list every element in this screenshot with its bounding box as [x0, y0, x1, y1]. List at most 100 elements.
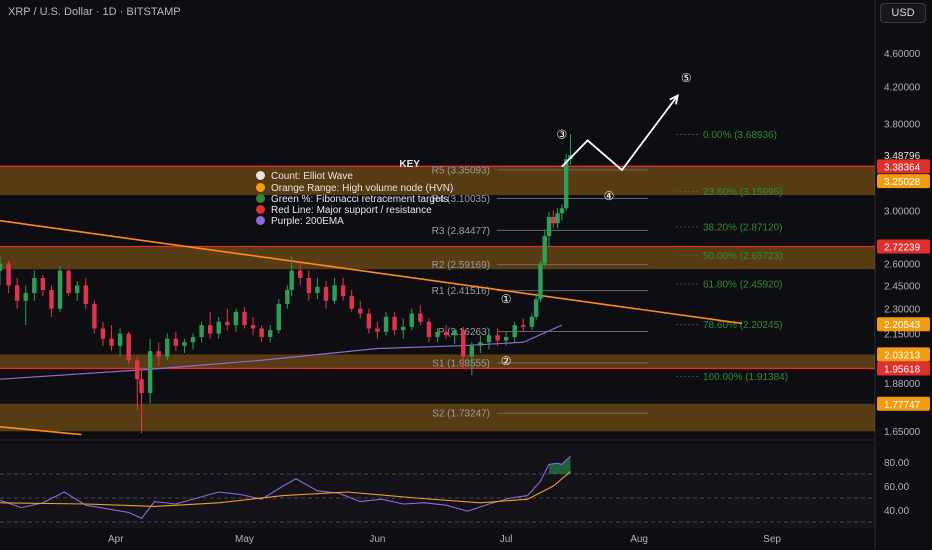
- candle: [268, 330, 273, 338]
- rsi-panel: [0, 444, 875, 528]
- candle: [250, 325, 256, 329]
- rsi-overbought-fill: [549, 456, 571, 474]
- price-badge-label: 2.03213: [884, 350, 921, 361]
- candle: [349, 296, 354, 309]
- legend-item: Red Line: Major support / resistance: [256, 205, 453, 216]
- candle: [559, 208, 565, 214]
- candle: [426, 321, 432, 338]
- hvn-zone: [0, 403, 875, 432]
- hvn-zone: [0, 166, 875, 196]
- pivot-label: S2 (1.73247): [432, 409, 490, 420]
- candle: [418, 313, 423, 322]
- time-axis-label: Jul: [500, 534, 513, 545]
- time-axis-label: May: [235, 534, 254, 545]
- legend-dot-icon: [256, 171, 265, 181]
- candle: [358, 308, 363, 314]
- candle: [0, 263, 3, 271]
- candle: [332, 285, 337, 301]
- legend-label: Orange Range: High volume node (HVN): [271, 182, 454, 194]
- time-axis-label: Sep: [763, 534, 781, 545]
- candle: [383, 316, 389, 332]
- candle: [182, 342, 187, 346]
- rsi-tick-label: 40.00: [884, 506, 909, 517]
- descending-trendline: [0, 425, 82, 436]
- price-tick-label: 4.60000: [884, 49, 921, 60]
- candle: [392, 316, 397, 331]
- pivot-label: R1 (2.41516): [432, 286, 490, 297]
- currency-button[interactable]: USD: [880, 3, 926, 23]
- time-axis-label: Apr: [108, 534, 124, 545]
- fib-label: 0.00% (3.68936): [703, 130, 777, 141]
- price-tick-label: 3.80000: [884, 120, 921, 131]
- candle: [340, 285, 346, 297]
- rsi-tick-label: 60.00: [884, 482, 909, 493]
- pivot-label: R5 (3.35093): [432, 165, 490, 176]
- candle: [207, 325, 213, 334]
- hvn-zone: [0, 246, 875, 270]
- symbol-title: XRP / U.S. Dollar · 1D · BITSTAMP: [8, 6, 181, 18]
- candle: [289, 270, 294, 290]
- wave-label: ②: [501, 354, 512, 368]
- chart-legend: KEY Count: Elliot Wave Orange Range: Hig…: [256, 159, 454, 228]
- price-tick-label: 3.00000: [884, 207, 921, 218]
- candle: [199, 325, 204, 338]
- price-badge-label: 2.72239: [884, 243, 921, 254]
- candle: [147, 351, 153, 394]
- fib-label: 38.20% (2.87120): [703, 222, 783, 233]
- wave-label: ④: [604, 189, 615, 203]
- candle: [546, 216, 552, 237]
- price-badge-label: 3.25028: [884, 177, 921, 188]
- candle: [156, 351, 161, 357]
- candle: [538, 263, 543, 300]
- candle: [503, 337, 509, 341]
- time-axis-label: Jun: [369, 534, 385, 545]
- ema200-line: [0, 324, 563, 380]
- candle: [452, 330, 457, 336]
- price-tick-label: 2.30000: [884, 305, 921, 316]
- candle: [83, 285, 88, 304]
- legend-dot-icon: [256, 216, 265, 226]
- price-badge: [877, 159, 930, 174]
- projection-path: [561, 94, 679, 172]
- fib-label: 50.00% (2.65723): [703, 251, 783, 262]
- legend-item: Green %: Fibonacci retracement targets: [256, 193, 453, 205]
- candle: [486, 335, 492, 343]
- candle: [542, 236, 547, 264]
- candle: [298, 270, 303, 278]
- candle: [323, 286, 329, 301]
- candle: [165, 338, 170, 357]
- price-badge: [877, 396, 930, 411]
- candle: [126, 333, 131, 361]
- candle: [555, 213, 560, 224]
- fib-label: 78.60% (2.20245): [703, 320, 783, 331]
- fib-label: 61.80% (2.45920): [703, 280, 783, 291]
- rsi-ma-line: [0, 471, 571, 507]
- price-badge: [877, 347, 930, 362]
- candle: [92, 303, 97, 329]
- candle: [57, 270, 63, 309]
- legend-item: Purple: 200EMA: [256, 216, 453, 227]
- candle: [135, 360, 140, 380]
- legend-dot-icon: [256, 182, 265, 192]
- candle: [563, 159, 569, 209]
- candle: [49, 289, 54, 309]
- fib-label: 23.60% (3.15995): [703, 187, 783, 198]
- candle: [315, 286, 320, 294]
- candle: [306, 277, 312, 294]
- price-badge-label: 1.95618: [884, 364, 921, 375]
- legend-item: Count: Elliot Wave: [256, 171, 453, 182]
- price-badge: [877, 317, 930, 332]
- price-badge: [877, 239, 930, 254]
- legend-dot-icon: [256, 205, 265, 215]
- candle: [521, 325, 526, 327]
- candle: [512, 325, 517, 338]
- price-badge-label: 3.38364: [884, 162, 921, 173]
- pivot-label: S1 (1.98555): [432, 358, 490, 369]
- candle: [14, 285, 20, 301]
- candle: [461, 330, 466, 357]
- candle: [100, 328, 106, 339]
- candle: [469, 345, 475, 357]
- price-tick-label: 2.60000: [884, 259, 921, 270]
- candle: [533, 299, 539, 317]
